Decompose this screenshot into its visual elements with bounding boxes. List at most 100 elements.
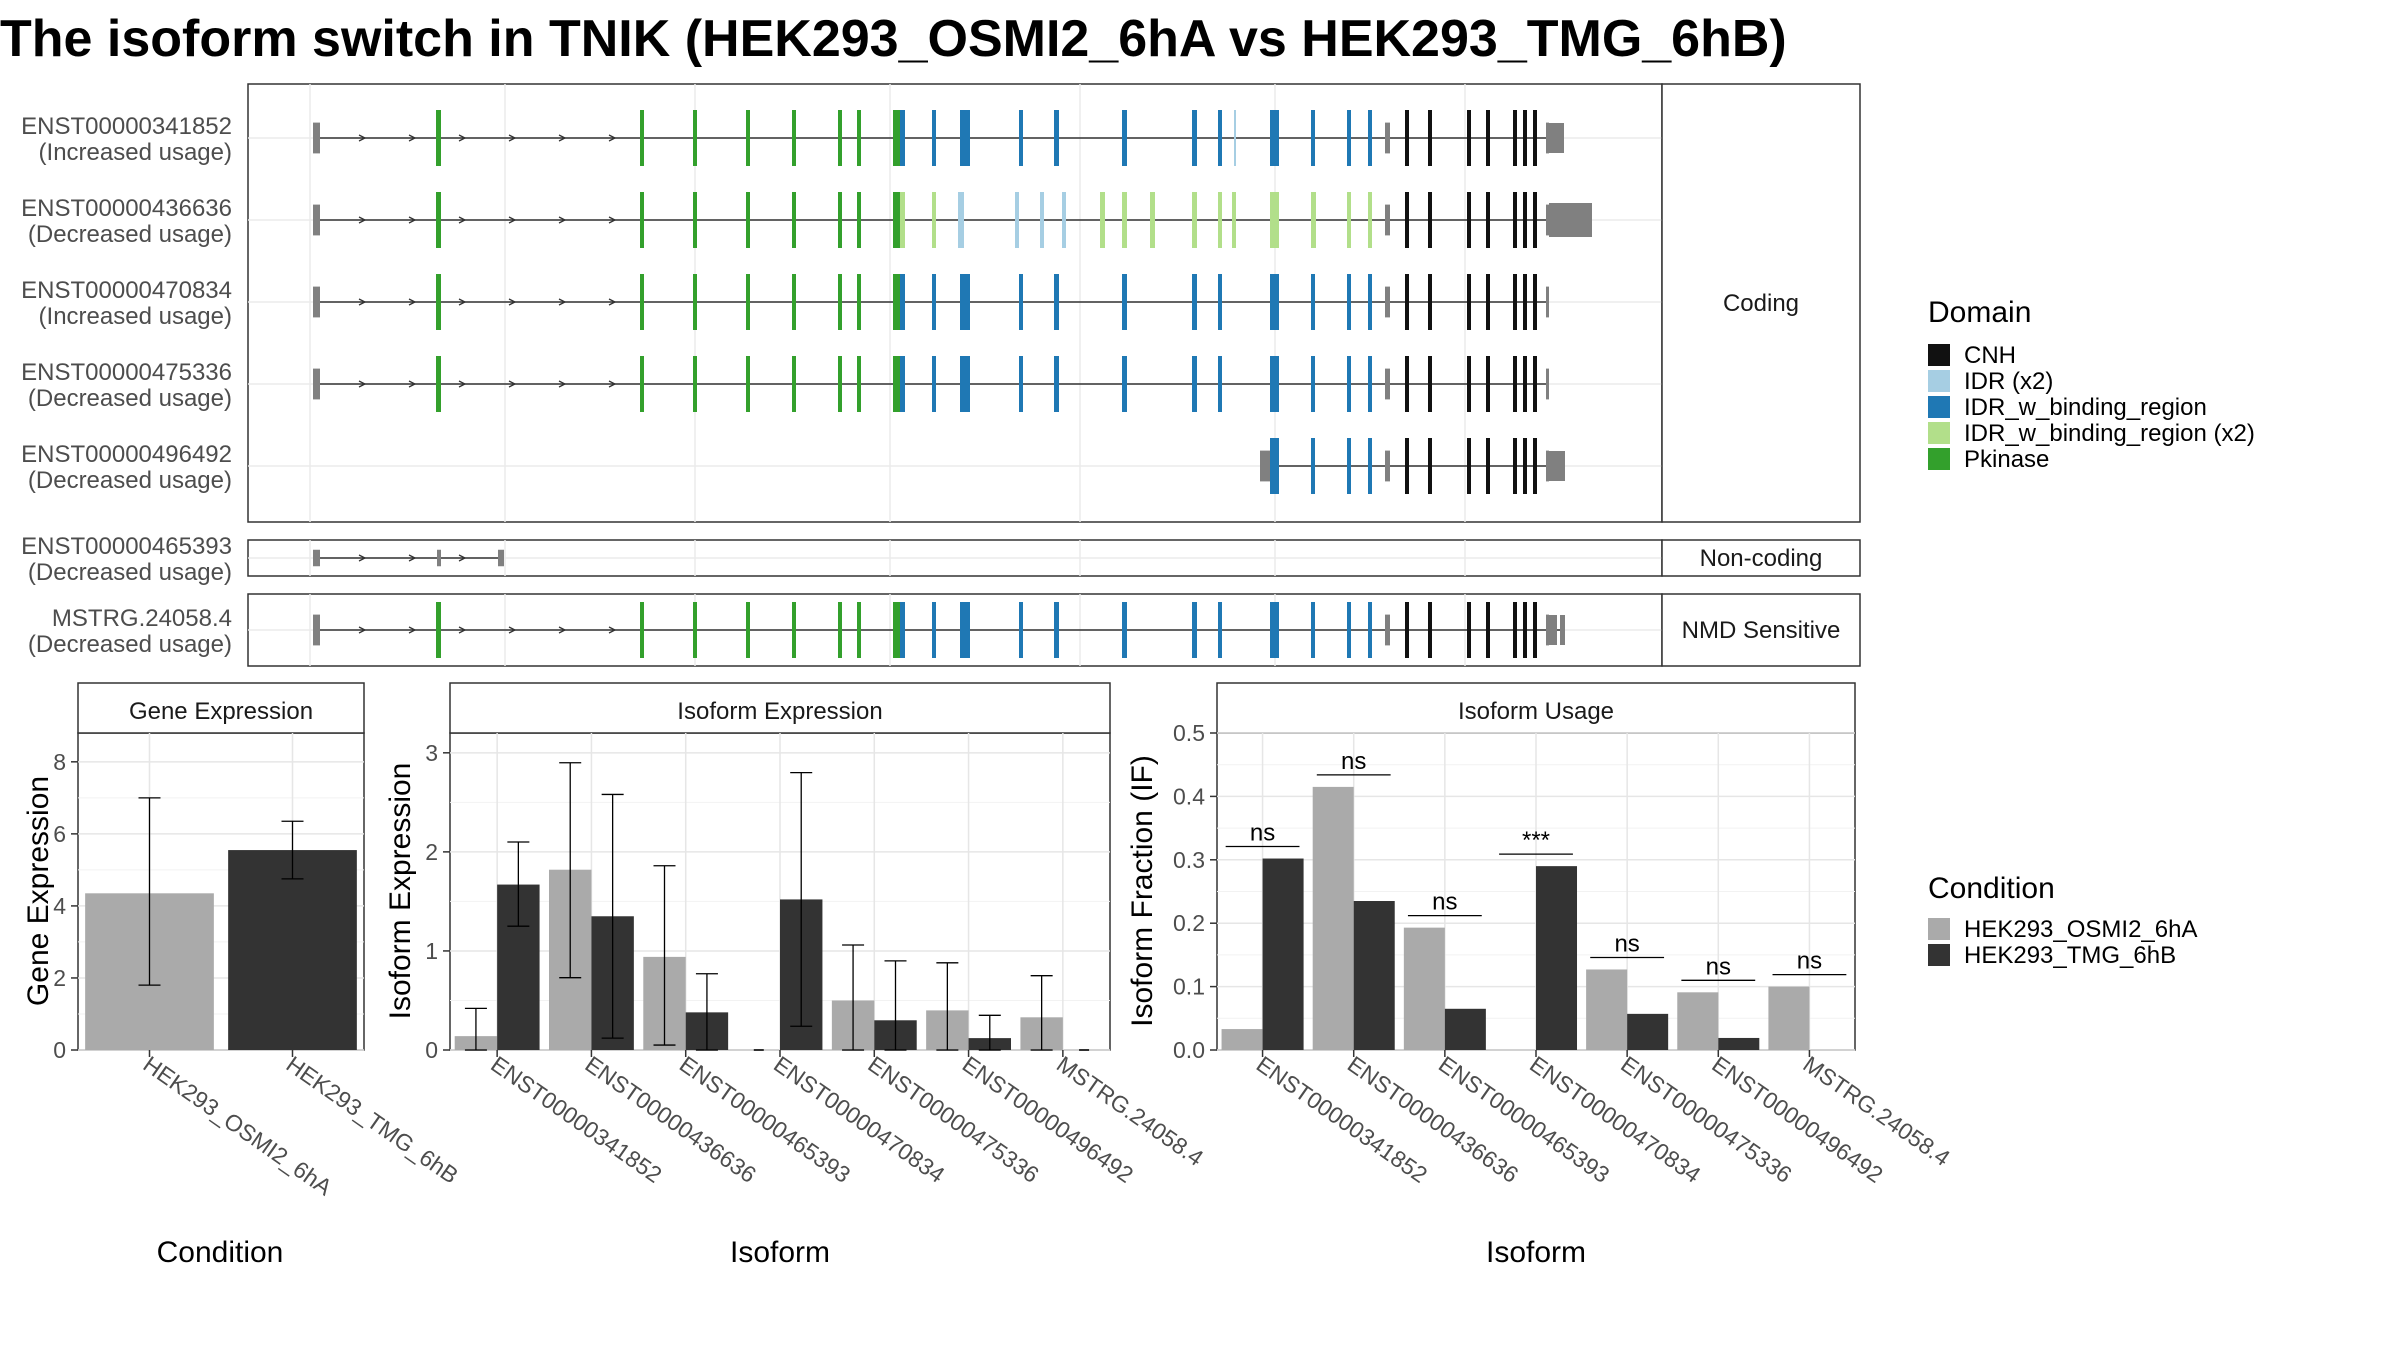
exon (1486, 110, 1490, 166)
exon (857, 602, 861, 658)
y-tick-label: 8 (53, 749, 66, 775)
exon (857, 274, 861, 330)
exon (1192, 274, 1197, 330)
isoform-usage-label: (Decreased usage) (28, 631, 232, 658)
x-tick-label: ENST00000496492 (958, 1051, 1138, 1188)
exon (792, 110, 796, 166)
legend-label: IDR_w_binding_region (1964, 394, 2207, 421)
chart-isoform-usage: Isoform Usage 0.0 0.1 0.2 0.3 0.4 0.5 ns ns ns ***… (1126, 682, 1955, 1269)
exon (693, 602, 697, 658)
panel-strip (1661, 593, 1861, 667)
exon (693, 356, 697, 412)
exon (1368, 110, 1372, 166)
exon (746, 192, 750, 248)
legend-swatch (1928, 944, 1950, 966)
x-tick-label: ENST00000465393 (1434, 1051, 1614, 1188)
exon (1513, 438, 1517, 494)
exon (1546, 614, 1549, 646)
exon (1270, 438, 1279, 494)
exon (1467, 356, 1471, 412)
exon (1270, 192, 1279, 248)
x-tick-label: ENST00000496492 (1707, 1051, 1887, 1188)
exon (1428, 274, 1432, 330)
chart-title: Isoform Usage (1458, 698, 1614, 725)
isoform-usage-label: (Decreased usage) (28, 467, 232, 494)
legend-swatch (1928, 396, 1950, 418)
exon (900, 192, 905, 248)
exon (313, 122, 320, 154)
exon (1311, 110, 1315, 166)
exon (1428, 192, 1432, 248)
exon (1486, 192, 1490, 248)
exon (1533, 110, 1537, 166)
strand-arrow (508, 626, 517, 634)
exon (313, 286, 320, 318)
x-tick-label: ENST00000436636 (581, 1051, 761, 1188)
exon (932, 274, 936, 330)
exon (1385, 204, 1390, 236)
exon (1385, 614, 1390, 646)
exon (1347, 110, 1351, 166)
strand-arrow (608, 380, 617, 388)
y-tick-label: 6 (53, 821, 66, 847)
exon (1218, 110, 1222, 166)
exon (1405, 602, 1409, 658)
panel-strip-label: Coding (1723, 290, 1799, 317)
bar (1262, 858, 1304, 1050)
x-tick-label: ENST00000475336 (863, 1051, 1043, 1188)
strand-arrow (458, 554, 467, 562)
x-tick-label: MSTRG.24058.4 (1799, 1051, 1955, 1171)
exon (1019, 110, 1023, 166)
bar (1768, 986, 1810, 1050)
strand-arrow (558, 216, 567, 224)
exon (893, 110, 900, 166)
facet-strip (1216, 682, 1856, 734)
exon (1405, 192, 1409, 248)
exon (960, 110, 970, 166)
exon (960, 356, 970, 412)
exon (838, 602, 842, 658)
exon (1368, 274, 1372, 330)
exon (857, 356, 861, 412)
strand-arrow (458, 216, 467, 224)
exon (1546, 450, 1549, 482)
exon (792, 356, 796, 412)
exon (1513, 110, 1517, 166)
exon (857, 110, 861, 166)
exon (1385, 450, 1390, 482)
x-tick-label: ENST00000436636 (1343, 1051, 1523, 1188)
exon (693, 110, 697, 166)
significance-label: ns (1432, 889, 1457, 916)
exon (1192, 602, 1197, 658)
bar (1312, 786, 1354, 1050)
exon (1546, 122, 1549, 154)
exon (1192, 356, 1197, 412)
exon (1270, 274, 1279, 330)
legend-swatch (1928, 370, 1950, 392)
isoform-usage-label: (Decreased usage) (28, 559, 232, 586)
exon (1232, 192, 1236, 248)
significance-label: ns (1614, 930, 1639, 957)
strand-arrow (508, 216, 517, 224)
exon (1523, 438, 1527, 494)
exon (1311, 274, 1315, 330)
exon (1218, 356, 1222, 412)
exon (1311, 192, 1316, 248)
isoform-id-label: ENST00000436636 (21, 195, 232, 222)
exon (1513, 192, 1517, 248)
strand-arrow (408, 380, 417, 388)
chart-title: Isoform Expression (677, 698, 882, 725)
utr-exon (1549, 203, 1592, 237)
exon (838, 110, 842, 166)
exon (746, 110, 750, 166)
strand-arrow (458, 380, 467, 388)
y-tick-label: 3 (425, 740, 438, 766)
strand-arrow (358, 298, 367, 306)
y-tick-label: 4 (53, 893, 66, 919)
legend-swatch (1928, 918, 1950, 940)
isoform-id-label: ENST00000496492 (21, 441, 232, 468)
exon (1467, 110, 1471, 166)
exon (1270, 110, 1279, 166)
